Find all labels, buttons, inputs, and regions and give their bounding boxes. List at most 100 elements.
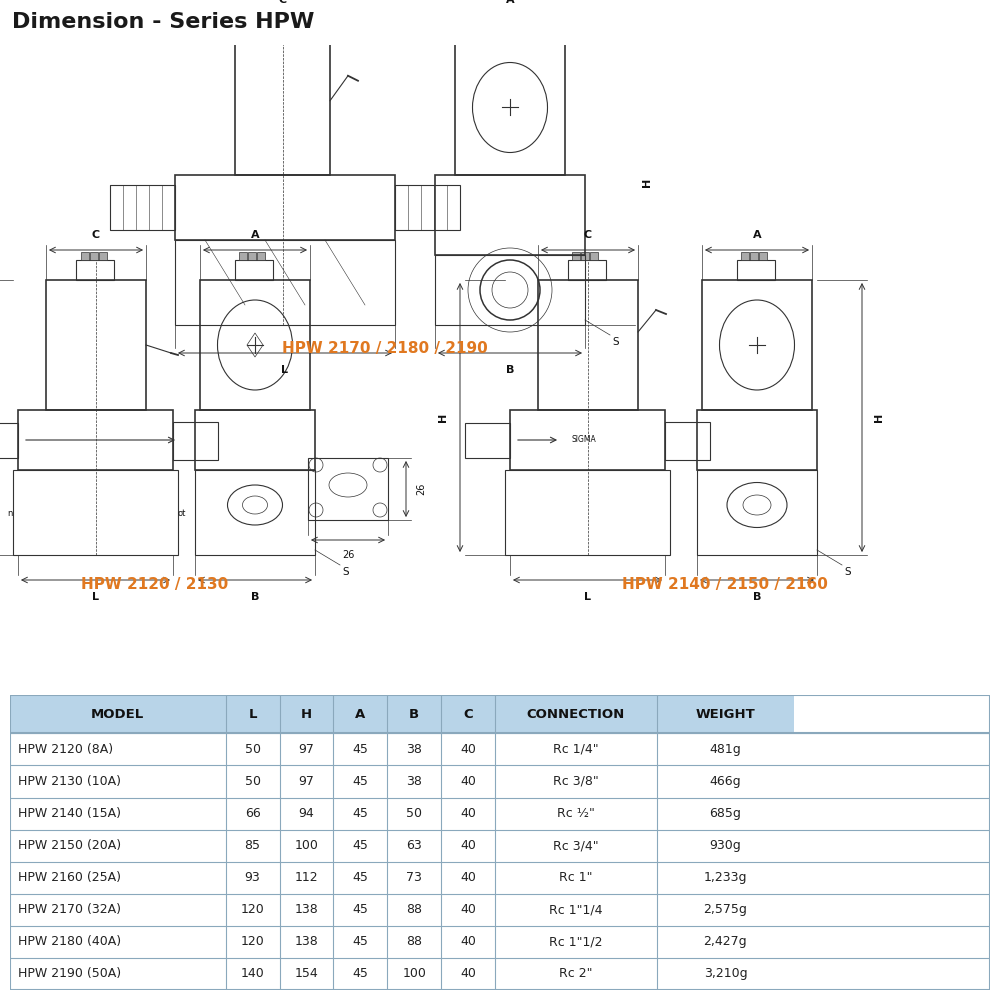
Text: 97: 97 (299, 743, 314, 756)
Text: 45: 45 (352, 935, 368, 948)
Bar (657, 862, 794, 894)
Text: A: A (251, 230, 259, 240)
Text: CONNECTION: CONNECTION (527, 708, 625, 721)
Bar (737, 260, 775, 280)
Bar (280, 695, 333, 733)
Bar (175, 175, 395, 240)
Text: 138: 138 (295, 903, 318, 916)
Text: Rc 1"1/4: Rc 1"1/4 (549, 903, 603, 916)
Bar (387, 926, 441, 958)
Bar (333, 765, 387, 798)
Text: B: B (251, 592, 259, 602)
Bar (333, 894, 387, 926)
Text: S: S (612, 337, 619, 347)
Text: ot: ot (178, 508, 186, 518)
Bar (387, 695, 441, 733)
Text: 154: 154 (295, 967, 318, 980)
Text: 94: 94 (299, 807, 314, 820)
Bar (280, 926, 333, 958)
Bar (657, 894, 794, 926)
Text: C: C (463, 708, 473, 721)
Text: HPW 2120 (8A): HPW 2120 (8A) (18, 743, 113, 756)
Bar (333, 862, 387, 894)
Bar (495, 765, 657, 798)
Text: L: L (248, 708, 257, 721)
Bar (226, 830, 280, 862)
Text: A: A (506, 0, 514, 5)
Bar (387, 958, 441, 990)
Text: 26: 26 (416, 483, 426, 495)
Text: n: n (8, 508, 13, 518)
Text: 40: 40 (460, 871, 476, 884)
Bar (280, 798, 333, 830)
Text: H: H (301, 708, 312, 721)
Text: Rc 1"1/2: Rc 1"1/2 (549, 935, 603, 948)
Bar (18, 410, 173, 470)
Text: 1,233g: 1,233g (704, 871, 747, 884)
Bar (10, 926, 226, 958)
Bar (572, 252, 580, 260)
Bar (333, 926, 387, 958)
Text: HPW 2140 / 2150 / 2160: HPW 2140 / 2150 / 2160 (622, 578, 828, 592)
Bar (173, 422, 218, 460)
Bar (46, 280, 146, 410)
Text: S: S (342, 567, 349, 577)
Bar (333, 695, 387, 733)
Text: HPW 2190 (50A): HPW 2190 (50A) (18, 967, 121, 980)
Bar (226, 926, 280, 958)
Text: Rc 1/4": Rc 1/4" (553, 743, 599, 756)
Bar (495, 862, 657, 894)
Bar (13, 470, 178, 555)
Text: 112: 112 (295, 871, 318, 884)
Text: 100: 100 (402, 967, 426, 980)
Text: HPW 2160 (25A): HPW 2160 (25A) (18, 871, 121, 884)
Bar (280, 862, 333, 894)
Bar (387, 862, 441, 894)
Bar (10, 894, 226, 926)
Text: 50: 50 (406, 807, 422, 820)
Text: 930g: 930g (710, 839, 741, 852)
Bar (495, 830, 657, 862)
Bar (435, 255, 585, 325)
Bar (581, 252, 589, 260)
Bar (387, 798, 441, 830)
Bar (239, 252, 247, 260)
Bar (759, 252, 767, 260)
Text: 138: 138 (295, 935, 318, 948)
Bar (441, 765, 495, 798)
Bar (110, 185, 175, 230)
Bar (697, 410, 817, 470)
Text: 140: 140 (241, 967, 264, 980)
Bar (657, 765, 794, 798)
Text: H: H (874, 413, 884, 422)
Text: HPW 2170 / 2180 / 2190: HPW 2170 / 2180 / 2190 (282, 340, 488, 356)
Bar (441, 798, 495, 830)
Text: 3,210g: 3,210g (704, 967, 747, 980)
Bar (512, 12, 520, 20)
Bar (0, 423, 18, 458)
Text: A: A (355, 708, 365, 721)
Text: 120: 120 (241, 935, 264, 948)
Text: L: L (584, 592, 591, 602)
Text: 40: 40 (460, 839, 476, 852)
Bar (10, 862, 226, 894)
Bar (226, 894, 280, 926)
Text: Rc 3/8": Rc 3/8" (553, 775, 599, 788)
Bar (441, 958, 495, 990)
Text: 40: 40 (460, 775, 476, 788)
Text: B: B (409, 708, 419, 721)
Text: 63: 63 (406, 839, 422, 852)
Bar (702, 280, 812, 410)
Bar (195, 470, 315, 555)
Bar (750, 252, 758, 260)
Bar (333, 733, 387, 765)
Text: 40: 40 (460, 967, 476, 980)
Text: HPW 2180 (40A): HPW 2180 (40A) (18, 935, 121, 948)
Text: HPW 2150 (20A): HPW 2150 (20A) (18, 839, 121, 852)
Bar (495, 798, 657, 830)
Bar (538, 280, 638, 410)
Bar (441, 830, 495, 862)
Text: S: S (844, 567, 851, 577)
Text: HPW 2120 / 2130: HPW 2120 / 2130 (81, 578, 229, 592)
Bar (494, 12, 502, 20)
